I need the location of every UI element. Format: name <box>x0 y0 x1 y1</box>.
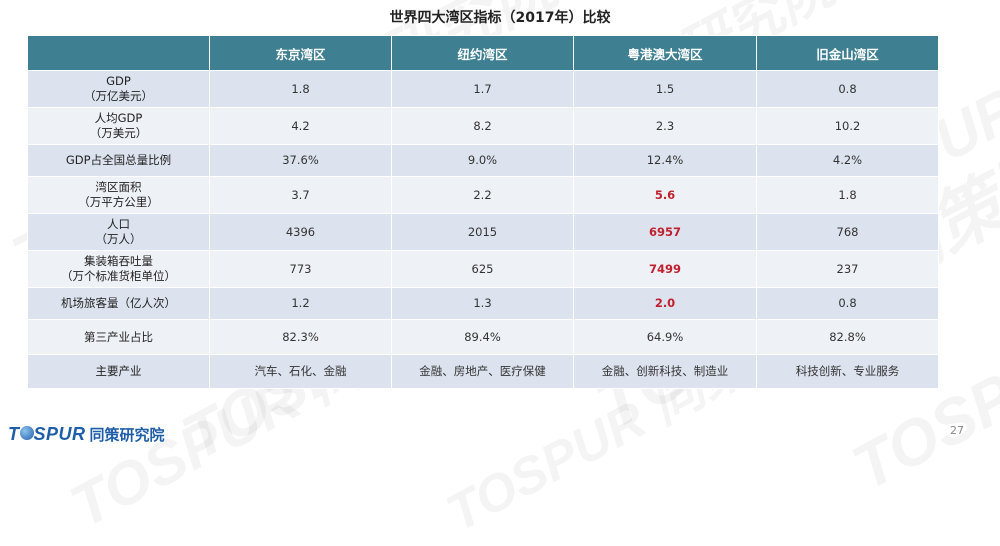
page-number: 27 <box>950 424 964 437</box>
row-label-line: （万亿美元） <box>84 89 153 103</box>
table-cell: 64.9% <box>573 319 757 355</box>
table-cell: 82.8% <box>756 319 939 355</box>
table-row: 集装箱吞吐量 （万个标准货柜单位） 773 625 7499 237 <box>27 250 939 288</box>
row-label: 第三产业占比 <box>27 319 210 355</box>
header-san-francisco-bay: 旧金山湾区 <box>756 35 939 71</box>
row-label-line: 人口 <box>107 217 130 231</box>
table-cell: 237 <box>756 250 939 288</box>
table-cell: 0.8 <box>756 70 939 108</box>
table-cell: 2.2 <box>391 176 574 214</box>
table-cell: 8.2 <box>391 107 574 145</box>
table-row: GDP （万亿美元） 1.8 1.7 1.5 0.8 <box>27 70 939 108</box>
table-row: 主要产业 汽车、石化、金融 金融、房地产、医疗保健 金融、创新科技、制造业 科技创新、专… <box>27 354 939 389</box>
table-row: 第三产业占比 82.3% 89.4% 64.9% 82.8% <box>27 319 939 355</box>
table-cell: 10.2 <box>756 107 939 145</box>
globe-icon <box>19 426 34 440</box>
table-cell: 625 <box>391 250 574 288</box>
table-cell: 6957 <box>573 213 757 251</box>
table-cell: 768 <box>756 213 939 251</box>
table-cell: 4.2% <box>756 144 939 177</box>
row-label: 集装箱吞吐量 （万个标准货柜单位） <box>27 250 210 288</box>
table-cell: 1.5 <box>573 70 757 108</box>
table-row: 湾区面积 （万平方公里） 3.7 2.2 5.6 1.8 <box>27 176 939 214</box>
table-cell: 2.0 <box>573 287 757 320</box>
row-label-line: GDP占全国总量比例 <box>65 153 172 167</box>
table-cell: 1.8 <box>209 70 392 108</box>
comparison-table: 东京湾区 纽约湾区 粤港澳大湾区 旧金山湾区 GDP （万亿美元） 1.8 1.7 1.… <box>27 35 939 389</box>
row-label-line: （万平方公里） <box>78 195 159 209</box>
table-row: GDP占全国总量比例 37.6% 9.0% 12.4% 4.2% <box>27 144 939 177</box>
header-gba: 粤港澳大湾区 <box>573 35 757 71</box>
table-cell: 37.6% <box>209 144 392 177</box>
table-header-row: 东京湾区 纽约湾区 粤港澳大湾区 旧金山湾区 <box>27 35 939 71</box>
row-label-line: GDP <box>106 74 131 88</box>
header-corner <box>27 35 210 71</box>
tospur-logo: T SPUR 同策研究院 <box>8 424 165 444</box>
table-cell: 1.8 <box>756 176 939 214</box>
table-body: GDP （万亿美元） 1.8 1.7 1.5 0.8 人均GDP （万美元） 4.2 8.2 2.3… <box>27 70 939 389</box>
logo-en-suffix: SPUR <box>33 423 86 444</box>
row-label-line: 湾区面积 <box>95 180 142 194</box>
table-row: 人均GDP （万美元） 4.2 8.2 2.3 10.2 <box>27 107 939 145</box>
row-label-line: 主要产业 <box>95 364 142 378</box>
table-row: 机场旅客量（亿人次） 1.2 1.3 2.0 0.8 <box>27 287 939 320</box>
table-cell: 1.2 <box>209 287 392 320</box>
table-cell: 2015 <box>391 213 574 251</box>
table-cell: 5.6 <box>573 176 757 214</box>
table-cell: 汽车、石化、金融 <box>209 354 392 389</box>
table-cell: 科技创新、专业服务 <box>756 354 939 389</box>
table-cell: 82.3% <box>209 319 392 355</box>
row-label-line: （万个标准货柜单位） <box>61 269 176 283</box>
table-cell: 9.0% <box>391 144 574 177</box>
row-label: 湾区面积 （万平方公里） <box>27 176 210 214</box>
table-cell: 金融、创新科技、制造业 <box>573 354 757 389</box>
table-cell: 1.3 <box>391 287 574 320</box>
row-label-line: （万人） <box>95 232 142 246</box>
table-cell: 1.7 <box>391 70 574 108</box>
row-label: 机场旅客量（亿人次） <box>27 287 210 320</box>
table-cell: 4396 <box>209 213 392 251</box>
logo-en-prefix: T <box>8 423 20 444</box>
table-cell: 4.2 <box>209 107 392 145</box>
row-label: GDP （万亿美元） <box>27 70 210 108</box>
table-row: 人口 （万人） 4396 2015 6957 768 <box>27 213 939 251</box>
logo-cn: 同策研究院 <box>89 425 165 444</box>
table-cell: 金融、房地产、医疗保健 <box>391 354 574 389</box>
table-cell: 12.4% <box>573 144 757 177</box>
header-tokyo-bay: 东京湾区 <box>209 35 392 71</box>
row-label: 人口 （万人） <box>27 213 210 251</box>
page-title: 世界四大湾区指标（2017年）比较 <box>389 10 611 26</box>
row-label: 主要产业 <box>27 354 210 389</box>
table-cell: 3.7 <box>209 176 392 214</box>
row-label-line: 人均GDP <box>94 111 143 125</box>
row-label: 人均GDP （万美元） <box>27 107 210 145</box>
header-new-york-bay: 纽约湾区 <box>391 35 574 71</box>
row-label-line: （万美元） <box>89 126 148 140</box>
table-cell: 0.8 <box>756 287 939 320</box>
table-cell: 773 <box>209 250 392 288</box>
row-label-line: 集装箱吞吐量 <box>84 254 153 268</box>
row-label-line: 机场旅客量（亿人次） <box>61 296 176 310</box>
table-cell: 89.4% <box>391 319 574 355</box>
row-label-line: 第三产业占比 <box>84 329 153 344</box>
table-cell: 2.3 <box>573 107 757 145</box>
row-label: GDP占全国总量比例 <box>27 144 210 177</box>
table-cell: 7499 <box>573 250 757 288</box>
